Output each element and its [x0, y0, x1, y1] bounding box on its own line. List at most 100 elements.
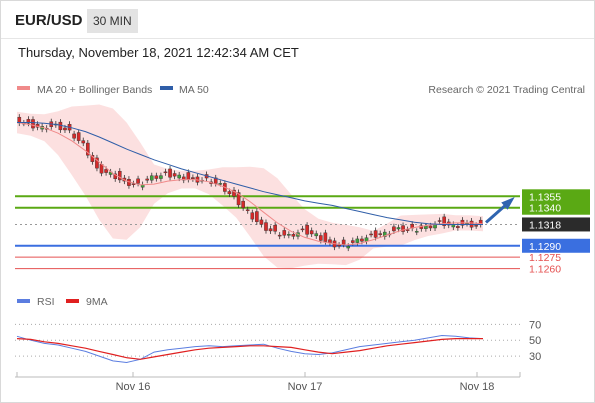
- candle-body: [337, 244, 341, 247]
- candle-body: [282, 230, 287, 236]
- rsi-tick-30: 30: [529, 351, 541, 363]
- candle-body: [364, 237, 369, 242]
- rsi-legend-label: RSI: [37, 296, 55, 308]
- candle-body: [273, 225, 277, 232]
- last-price-tag-box: [522, 217, 590, 232]
- level-tag-1.1355: 1.1355: [529, 191, 561, 203]
- candle-body: [172, 173, 177, 177]
- rsi-ma-legend-label: 9MA: [86, 296, 108, 308]
- candle-body: [136, 178, 140, 184]
- candle-body: [255, 211, 259, 222]
- rsi-ma-legend-swatch: [66, 299, 79, 303]
- candle-body: [26, 119, 31, 124]
- candle-body: [154, 175, 159, 179]
- candle-body: [245, 209, 250, 211]
- x-tick-label: Nov 17: [288, 381, 323, 393]
- candle-body: [442, 216, 446, 226]
- timestamp: Thursday, November 18, 2021 12:42:34 AM …: [18, 45, 299, 60]
- candle-body: [81, 140, 86, 144]
- candle-body: [328, 239, 332, 243]
- ma20-legend-swatch: [17, 86, 30, 90]
- candle-body: [218, 183, 223, 185]
- symbol-label: EUR/USD: [15, 12, 83, 29]
- last-price-tag: 1.1318: [529, 219, 561, 231]
- candle-body: [378, 233, 383, 235]
- level-tag-1.1340: 1.1340: [529, 203, 561, 215]
- candle-body: [346, 246, 351, 249]
- candle-body: [382, 231, 387, 237]
- candle-body: [191, 177, 195, 180]
- candle-body: [227, 191, 232, 195]
- candle-body: [90, 155, 95, 162]
- candle-body: [31, 119, 35, 129]
- rsi-legend-swatch: [17, 299, 30, 303]
- candle-body: [86, 142, 90, 156]
- credit-label: Research © 2021 Trading Central: [428, 84, 585, 96]
- candle-body: [392, 226, 396, 232]
- candle-body: [163, 171, 168, 174]
- candle-body: [314, 233, 319, 237]
- ma20-line: [16, 122, 484, 246]
- candle-body: [95, 157, 99, 169]
- candle-body: [76, 132, 81, 141]
- candle-body: [305, 225, 309, 235]
- candle-body: [300, 228, 305, 231]
- resistance-tag-box: [522, 189, 590, 215]
- rsi-tick-50: 50: [529, 335, 541, 347]
- candle-body: [396, 227, 401, 230]
- x-axis: Nov 16 Nov 17 Nov 18: [16, 372, 521, 393]
- candle-body: [250, 212, 255, 220]
- candle-body: [232, 189, 236, 197]
- chart-header: EUR/USD 30 MIN: [1, 1, 594, 39]
- candle-body: [186, 172, 191, 180]
- candle-body: [401, 225, 405, 232]
- ma50-line: [17, 122, 483, 225]
- rsi-line: [16, 334, 484, 364]
- level-tag-1.1290: 1.1290: [529, 241, 561, 253]
- candle-body: [264, 222, 268, 231]
- candle-body: [259, 219, 264, 225]
- bollinger-band-area: [17, 104, 483, 269]
- ma50-legend-label: MA 50: [179, 84, 209, 96]
- candle-body: [145, 178, 150, 181]
- candle-body: [149, 175, 154, 181]
- candle-body: [341, 239, 346, 245]
- moving-averages: [16, 122, 484, 246]
- candle-body: [355, 238, 360, 243]
- bollinger-bands: [17, 104, 483, 269]
- candle-body: [360, 238, 364, 242]
- candle-body: [104, 169, 108, 173]
- rsi-panel: 70 50 30: [15, 319, 541, 363]
- candle-body: [72, 133, 76, 139]
- support-tag-box: [522, 238, 590, 253]
- candle-body: [177, 174, 181, 179]
- candle-body: [113, 173, 118, 180]
- level-tag-1.1260: 1.1260: [529, 264, 561, 276]
- candle-body: [369, 233, 373, 236]
- candle-body: [424, 225, 428, 229]
- candle-body: [373, 230, 378, 238]
- candle-body: [99, 164, 104, 174]
- candle-body: [350, 240, 355, 243]
- candle-body: [159, 175, 163, 179]
- candle-body: [428, 225, 433, 229]
- rsi-tick-70: 70: [529, 319, 541, 331]
- candle-body: [168, 168, 172, 178]
- candle-body: [268, 228, 273, 232]
- candle-body: [117, 170, 122, 181]
- ma20-legend-label: MA 20 + Bollinger Bands: [37, 84, 152, 96]
- candle-body: [241, 200, 245, 209]
- timeframe-badge[interactable]: 30 MIN: [87, 9, 138, 33]
- candle-body: [437, 220, 442, 222]
- candle-body: [474, 225, 478, 227]
- ma50-legend-swatch: [160, 86, 173, 90]
- candle-body: [405, 229, 410, 231]
- candle-body: [277, 234, 282, 237]
- candle-body: [414, 231, 419, 233]
- level-tag-1.1275: 1.1275: [529, 252, 561, 264]
- candle-body: [323, 232, 328, 242]
- projection-arrow: [485, 196, 515, 224]
- arrow-head: [501, 196, 515, 210]
